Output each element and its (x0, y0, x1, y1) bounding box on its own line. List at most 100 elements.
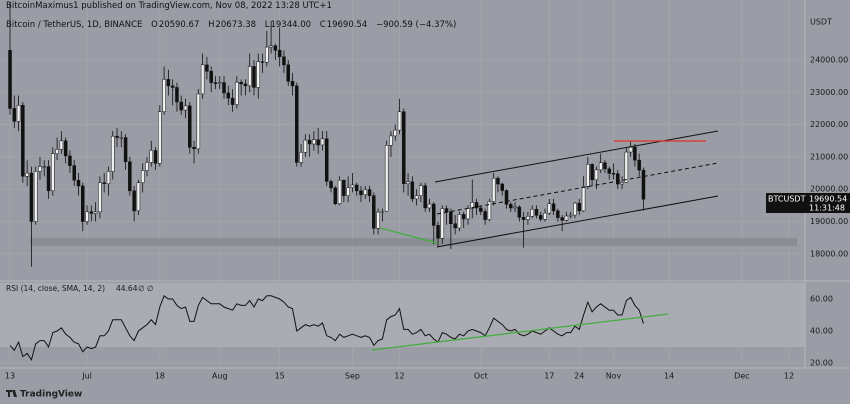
candle-body (106, 171, 111, 184)
candle-body (128, 161, 132, 192)
channel-upper (434, 130, 719, 183)
candle-body (286, 64, 290, 82)
y-tick-label: 19000.00 (810, 217, 848, 226)
candle-body (440, 208, 445, 239)
candle-body (282, 56, 286, 66)
candle-body (312, 139, 316, 145)
candle-body (444, 208, 449, 213)
candle-body (521, 217, 526, 220)
candle-body (333, 187, 338, 204)
candle-body (500, 183, 504, 191)
candle-body (359, 190, 363, 195)
candle-body (76, 179, 81, 187)
candle-body (324, 138, 329, 182)
candle-body (316, 139, 320, 146)
candle-body (329, 181, 333, 189)
candle-body (38, 166, 42, 172)
candle-body (337, 179, 342, 204)
candle-body (543, 212, 547, 220)
rsi-na: ∅ ∅ (138, 284, 153, 293)
candle-body (230, 97, 235, 105)
candle-body (196, 93, 201, 150)
candle-body (213, 82, 218, 84)
candle-body (577, 202, 582, 212)
candle-body (556, 210, 560, 218)
candle-body (538, 215, 543, 220)
candle-body (247, 66, 252, 87)
candle-body (449, 211, 453, 225)
x-tick-label: Dec (734, 372, 749, 381)
footer-brand: TradingView (20, 390, 82, 400)
candle-body (243, 83, 248, 87)
candle-body (453, 223, 457, 229)
candle-body (637, 159, 641, 171)
candle-body (517, 206, 522, 218)
candle-body (59, 140, 64, 150)
candle-body (491, 177, 496, 202)
candle-body (136, 182, 141, 212)
candle-body (226, 92, 231, 99)
rsi-band (0, 283, 805, 347)
candle-body (170, 85, 175, 88)
price-tag-symbol: BTCUSDT (768, 195, 806, 204)
candle-body (299, 152, 303, 163)
candle-body (51, 153, 55, 192)
ohlc-prefix: H (208, 20, 215, 30)
candle-body (265, 46, 269, 63)
candle-body (205, 64, 209, 72)
x-tick-label: 13 (5, 372, 15, 381)
candle-body (457, 214, 462, 229)
candle-body (474, 202, 479, 209)
candle-body (307, 139, 312, 145)
candle-body (389, 135, 393, 146)
symbol-title: Bitcoin / TetherUS, 1D, BINANCE (6, 20, 143, 30)
candle-body (607, 168, 611, 174)
x-tick-label: 14 (664, 372, 674, 381)
candle-body (235, 82, 239, 105)
candle-body (406, 181, 410, 184)
rsi-last: 44.64 (116, 284, 138, 293)
candle-body (346, 187, 350, 196)
candle-body (145, 162, 149, 171)
channel-lower (436, 195, 719, 248)
ohlc-value: 19344.00 (270, 20, 312, 30)
candle-body (551, 203, 556, 212)
candle-body (363, 189, 368, 195)
candle-body (222, 82, 226, 94)
y-tick-label: 60.00 (810, 295, 833, 304)
candle-body (393, 129, 397, 137)
candle-body (564, 215, 569, 221)
x-tick-label: 12 (394, 372, 404, 381)
price-tag-value: 19690.54 (809, 195, 847, 204)
x-tick-label: Aug (212, 372, 228, 381)
candle-body (149, 150, 154, 163)
channel-mid (436, 162, 719, 215)
candle-body (55, 149, 59, 154)
candle-body (414, 195, 419, 200)
y-tick-label: 40.00 (810, 327, 833, 336)
candle-body (115, 135, 119, 138)
candle-body (303, 139, 308, 153)
candle-body (620, 182, 624, 185)
support-zone (30, 238, 797, 246)
rsi-trend-line (371, 313, 669, 351)
y-tick-label: 18000.00 (810, 249, 848, 258)
y-tick-label: 22000.00 (810, 120, 848, 129)
candle-body (568, 214, 573, 217)
candle-body (110, 135, 115, 172)
x-tick-label: 24 (574, 372, 584, 381)
candle-body (33, 171, 38, 222)
candle-body (461, 214, 466, 220)
candle-body (487, 201, 492, 220)
candle-body (153, 150, 158, 164)
candle-body (624, 151, 629, 183)
candle-body (188, 105, 192, 148)
candle-body (590, 164, 594, 181)
candle-body (376, 211, 380, 229)
candle-body (513, 206, 517, 209)
candle-body (431, 203, 436, 226)
candle-body (397, 111, 402, 131)
candle-body (98, 182, 102, 213)
